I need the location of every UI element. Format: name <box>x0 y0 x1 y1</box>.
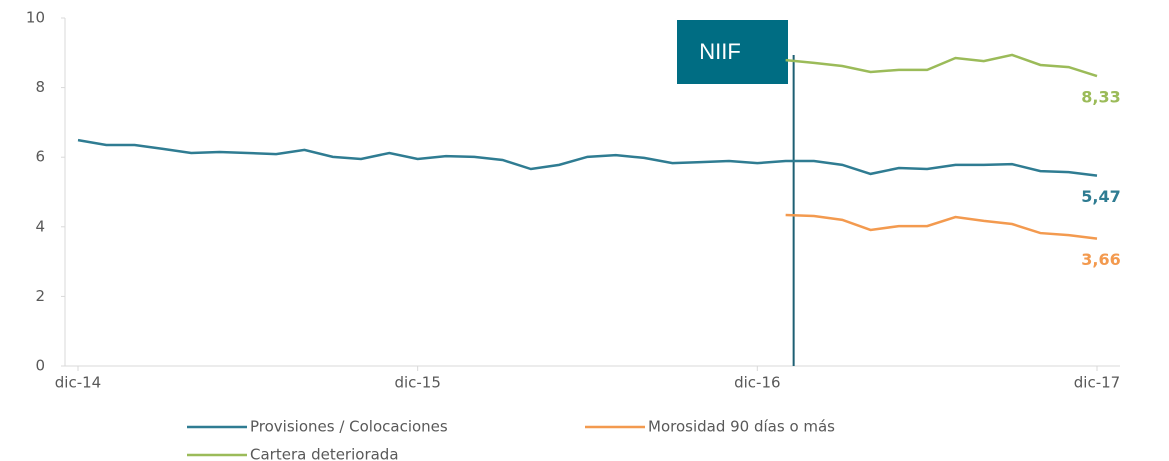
x-tick-label: dic-15 <box>394 374 440 392</box>
legend-label: Cartera deteriorada <box>250 446 399 461</box>
y-tick-label: 10 <box>26 9 45 27</box>
x-tick-label: dic-17 <box>1074 374 1120 392</box>
y-tick-label: 2 <box>35 287 45 305</box>
y-tick-label: 4 <box>35 217 45 235</box>
series-line <box>785 213 1098 240</box>
y-tick-label: 8 <box>35 78 45 96</box>
legend-label: Provisiones / Colocaciones <box>250 418 448 436</box>
value-label: 8,33 <box>1081 88 1120 107</box>
y-tick-label: 0 <box>35 357 45 375</box>
annotation-label: NIIF <box>699 39 741 64</box>
series-line <box>77 138 1098 177</box>
series-line <box>785 53 1098 78</box>
value-label: 3,66 <box>1081 250 1120 269</box>
annotation-box <box>677 20 788 84</box>
x-tick-label: dic-14 <box>55 374 101 392</box>
legend-label: Morosidad 90 días o más <box>648 418 835 436</box>
value-label: 5,47 <box>1081 187 1120 206</box>
x-tick-label: dic-16 <box>734 374 780 392</box>
y-tick-label: 6 <box>35 148 45 166</box>
